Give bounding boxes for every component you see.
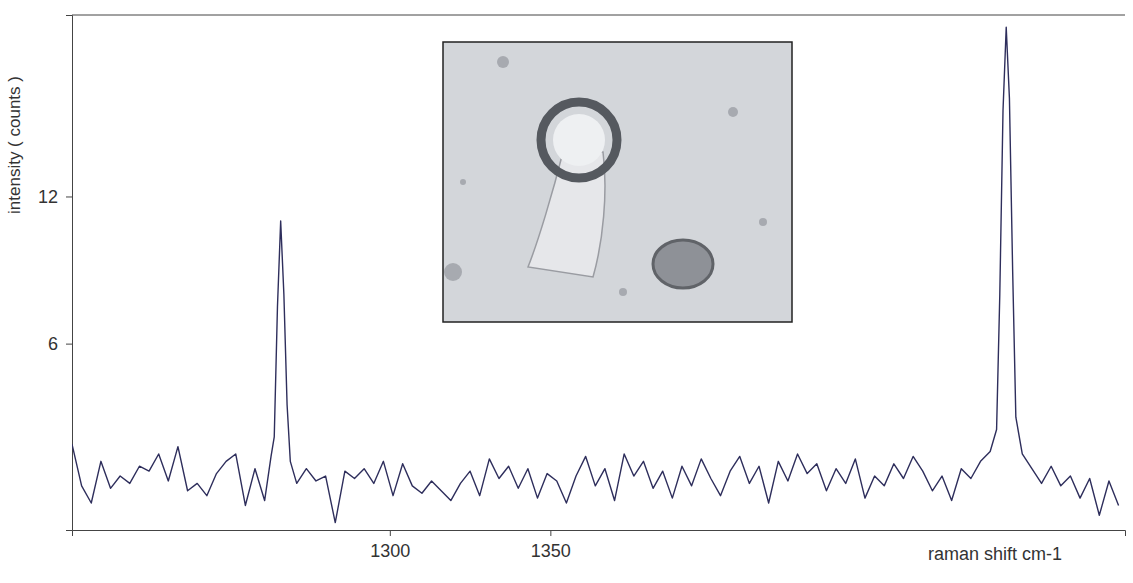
inset-speck xyxy=(460,179,466,185)
x-tick-label: 1300 xyxy=(370,541,410,561)
chart: 1300 1350 6 12 raman shift cm-1 intensity ( c… xyxy=(0,0,1133,583)
y-tick-mark xyxy=(66,196,72,197)
inset-speck xyxy=(619,288,627,296)
y-tick: 12 xyxy=(38,187,72,207)
inset-inclusion xyxy=(541,102,617,178)
y-tick: 6 xyxy=(48,334,72,354)
inset-speck xyxy=(759,218,767,226)
y-tick-mark xyxy=(66,344,72,345)
x-tick: 1300 xyxy=(370,530,410,561)
x-tick-label: 1350 xyxy=(531,541,571,561)
y-tick-label: 12 xyxy=(38,187,58,207)
inset-speck xyxy=(728,107,738,117)
y-axis-line xyxy=(66,16,73,531)
inset-inclusion xyxy=(653,240,713,288)
x-axis-line xyxy=(73,531,1126,537)
plot: 1300 1350 6 12 xyxy=(38,15,1126,561)
inset-frame xyxy=(443,42,792,322)
series-group xyxy=(72,27,1119,522)
x-tick-mark xyxy=(390,530,391,536)
y-tick-label: 6 xyxy=(48,334,58,354)
spectrum-line xyxy=(72,27,1119,522)
inset-speck xyxy=(444,263,462,281)
x-axis-title: raman shift cm-1 xyxy=(928,544,1062,564)
inset-speck xyxy=(497,56,509,68)
inset-inclusion-core xyxy=(553,114,605,166)
y-axis: 6 12 xyxy=(38,16,73,531)
inset-photo xyxy=(443,42,792,322)
x-tick: 1350 xyxy=(531,530,571,561)
frame-top xyxy=(72,15,1125,16)
y-axis-title: intensity ( counts ) xyxy=(5,76,24,214)
x-tick-mark xyxy=(550,530,551,536)
